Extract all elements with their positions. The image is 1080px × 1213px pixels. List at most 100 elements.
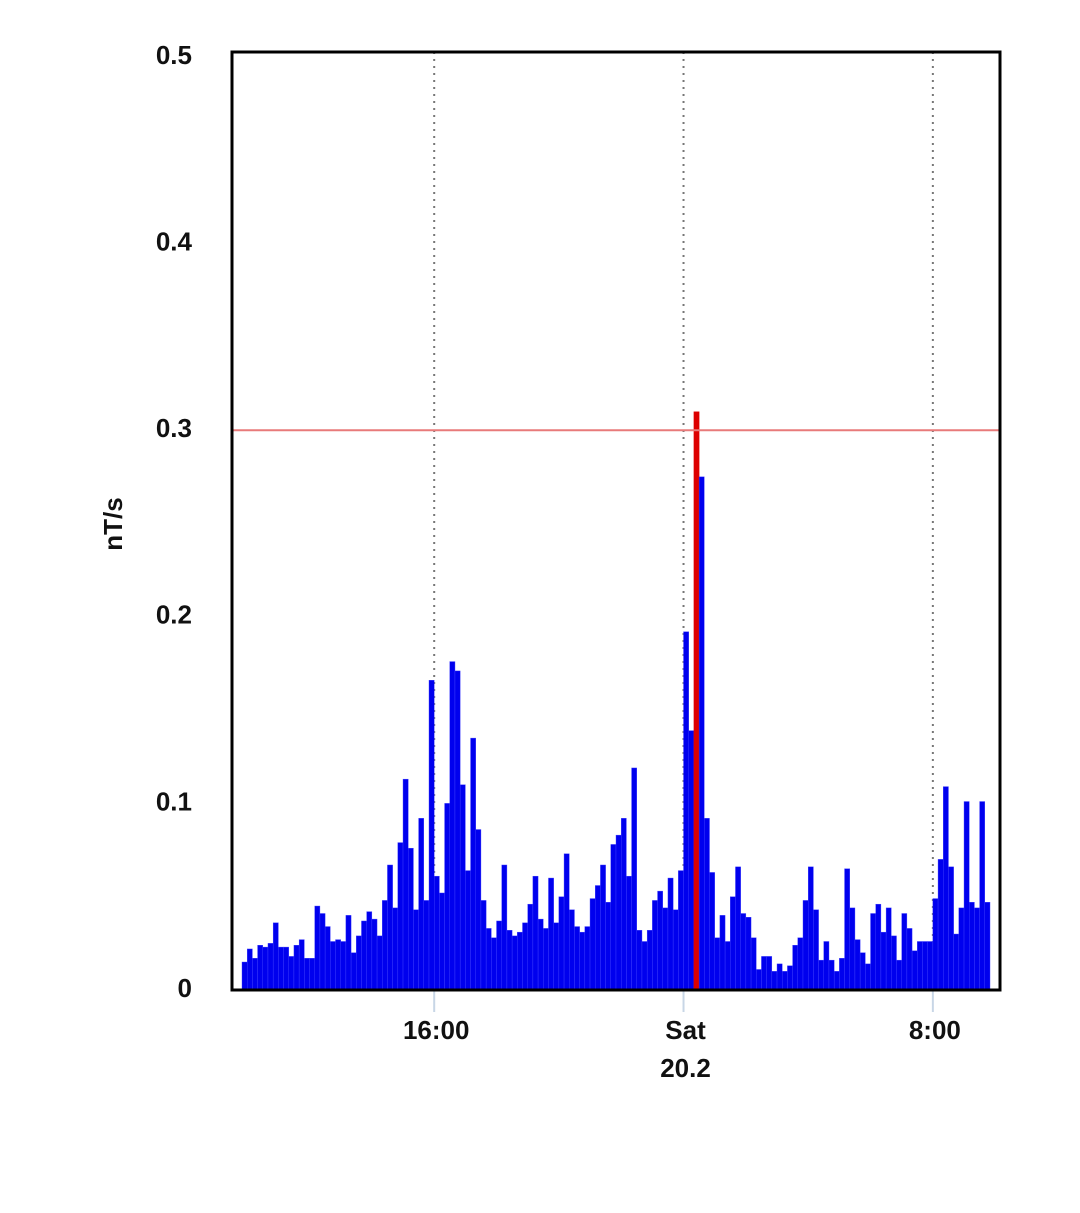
bar	[844, 868, 850, 991]
bar	[252, 958, 258, 991]
bar	[304, 958, 310, 991]
bar	[891, 935, 897, 991]
bar	[880, 931, 887, 991]
bar	[870, 913, 876, 991]
bar	[584, 926, 591, 991]
bar	[667, 877, 674, 991]
bar	[241, 961, 248, 991]
bar	[688, 730, 695, 991]
bar	[335, 939, 341, 991]
bar	[480, 900, 487, 991]
bar	[906, 928, 913, 991]
bar	[288, 956, 295, 991]
bar	[662, 907, 669, 991]
y-tick-label: 0.3	[156, 413, 192, 443]
bar	[615, 834, 622, 991]
bar	[548, 877, 554, 991]
bar	[340, 941, 347, 991]
x-tick-label: 16:00	[403, 1015, 470, 1045]
bar	[366, 911, 373, 991]
bar	[797, 937, 804, 991]
bar	[283, 946, 289, 991]
bar	[522, 922, 528, 991]
bar	[974, 907, 980, 991]
bar	[896, 959, 902, 991]
plot-frame	[230, 50, 1002, 992]
bar	[345, 915, 352, 991]
y-axis-label: nT/s	[98, 497, 128, 550]
bar	[563, 853, 570, 991]
y-tick-label: 0.5	[156, 40, 192, 70]
bar	[854, 939, 861, 991]
bar	[771, 971, 778, 991]
bar	[350, 952, 357, 991]
bar	[527, 903, 534, 991]
bar	[735, 866, 741, 991]
bar	[620, 818, 627, 991]
bar	[314, 905, 321, 991]
bar	[465, 870, 471, 991]
bar	[636, 930, 643, 991]
x-tick-label: Sat	[665, 1015, 706, 1045]
bar	[553, 922, 560, 991]
bar	[293, 945, 300, 991]
bar	[782, 971, 788, 991]
bar	[501, 864, 508, 991]
bar	[984, 902, 991, 991]
bar	[932, 898, 939, 991]
bar	[953, 933, 960, 991]
bar	[309, 958, 315, 991]
bar	[839, 958, 845, 991]
bar	[937, 859, 944, 991]
bar	[626, 875, 632, 991]
bar	[470, 737, 476, 991]
bar	[787, 965, 793, 991]
bar	[459, 784, 466, 991]
bar	[413, 909, 419, 991]
bar	[698, 476, 705, 991]
bar	[517, 931, 523, 991]
bar	[267, 943, 274, 991]
bar	[963, 801, 970, 991]
x-tick-label: 8:00	[909, 1015, 961, 1045]
bar	[792, 945, 799, 991]
bar	[449, 661, 456, 991]
bar	[859, 952, 866, 991]
bar	[491, 937, 497, 991]
bar	[756, 969, 762, 991]
bar	[272, 922, 279, 991]
bar	[943, 786, 949, 991]
bar	[683, 631, 689, 991]
bar	[828, 959, 835, 991]
bar	[704, 818, 710, 991]
bar	[672, 909, 679, 991]
bar	[262, 946, 269, 991]
bar	[709, 872, 715, 991]
bar	[423, 900, 430, 991]
bar	[641, 941, 648, 991]
bar	[428, 680, 435, 991]
bar	[678, 870, 684, 991]
bar	[813, 909, 819, 991]
bar	[610, 844, 617, 991]
bar	[506, 930, 513, 991]
bar	[444, 803, 450, 991]
bar	[875, 903, 882, 991]
bar	[397, 842, 404, 991]
bar	[579, 931, 586, 991]
bar	[408, 847, 414, 991]
bar	[392, 907, 399, 991]
bar	[589, 898, 596, 991]
bar	[740, 913, 747, 991]
bar	[849, 907, 856, 991]
bar	[652, 900, 658, 991]
date-label: 20.2	[660, 1053, 711, 1083]
bar	[927, 941, 934, 991]
bar	[558, 896, 565, 991]
bar	[511, 935, 518, 991]
bar	[917, 941, 923, 991]
bar	[537, 918, 544, 991]
bar	[324, 926, 331, 991]
